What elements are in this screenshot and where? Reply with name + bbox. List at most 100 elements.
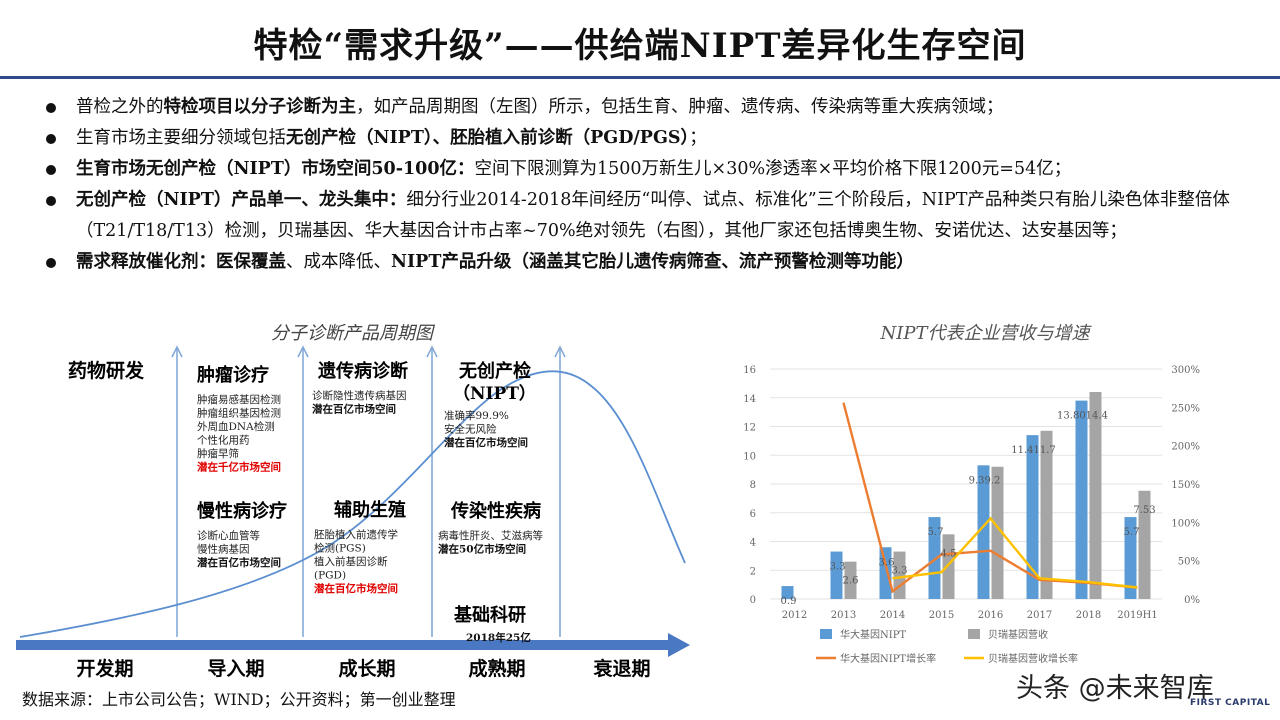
cycle-box-line: 肿瘤易感基因检测 xyxy=(197,393,281,406)
cycle-box: 肿瘤诊疗肿瘤易感基因检测肿瘤组织基因检测外周血DNA检测个性化用药肿瘤早筛潜在千… xyxy=(197,364,281,474)
data-label: 2.6 xyxy=(843,576,859,587)
bullet-item: 生育市场主要细分领域包括无创产检（NIPT）、胚胎植入前诊断（PGD/PGS）； xyxy=(40,123,1240,154)
bar xyxy=(1075,400,1088,599)
bullet-item: 无创产检（NIPT）产品单一、龙头集中：细分行业2014-2018年间经历“叫停… xyxy=(40,185,1240,247)
bullet-text: ，如产品周期图（左图）所示，包括生育、肿瘤、遗传病、传染病等重大疾病领域； xyxy=(356,97,1004,117)
cycle-box-line: 慢性病基因 xyxy=(197,543,250,556)
bar xyxy=(781,586,794,599)
x-tick-label: 2012 xyxy=(782,610,807,621)
cycle-box-heading: 慢性病诊疗 xyxy=(197,500,287,522)
cycle-box-line: 肿瘤组织基因检测 xyxy=(197,407,281,420)
stage-label: 成熟期 xyxy=(468,657,525,680)
y-tick-label: 16 xyxy=(743,365,756,376)
bullet-text: 、成本降低、 xyxy=(286,252,391,272)
bullet-emphasis: 特检项目以分子诊断为主 xyxy=(163,97,357,117)
x-tick-label: 2018 xyxy=(1076,610,1101,621)
cycle-box-line: 胚胎植入前遗传学 xyxy=(314,528,398,541)
bar xyxy=(977,465,990,599)
data-label: 3.3 xyxy=(830,562,846,573)
legend-label: 华大基因NIPT增长率 xyxy=(840,652,936,665)
cycle-box-line: 检测(PGS) xyxy=(314,542,366,555)
data-label: 9.39.2 xyxy=(969,475,1001,486)
cycle-box-highlight: 潜在百亿市场空间 xyxy=(314,582,398,595)
bar xyxy=(830,551,843,599)
cycle-curve xyxy=(19,370,686,638)
left-chart-title: 分子诊断产品周期图 xyxy=(271,323,436,344)
stage-label: 开发期 xyxy=(76,657,133,680)
y2-tick-label: 300% xyxy=(1171,365,1200,376)
legend-item: 华大基因NIPT xyxy=(820,628,906,641)
bullet-emphasis: 需求释放催化剂：医保覆盖 xyxy=(76,252,286,272)
y-tick-label: 0 xyxy=(750,595,756,606)
cycle-box-line: 安全无风险 xyxy=(444,423,497,436)
y2-tick-label: 150% xyxy=(1171,480,1200,491)
nipt-revenue-chart: NIPT代表企业营收与增速 0 2 4 6 8 10 12 14 16 0% 50% 100% 150%… xyxy=(743,323,1200,665)
timeline-arrow xyxy=(16,633,690,657)
cycle-box-heading: （NIPT） xyxy=(453,383,536,404)
y2-tick-label: 250% xyxy=(1171,403,1200,414)
cycle-box: 基础科研 2018年25亿 xyxy=(453,604,531,644)
bar xyxy=(844,561,857,599)
cycle-box-heading: 肿瘤诊疗 xyxy=(197,364,269,386)
cycle-box-line: (PGD) xyxy=(314,570,346,582)
x-tick-label: 2016 xyxy=(978,610,1003,621)
y-tick-label: 10 xyxy=(743,451,756,462)
y-tick-label: 2 xyxy=(750,566,756,577)
x-tick-label: 2013 xyxy=(831,610,856,621)
right-chart-title: NIPT代表企业营收与增速 xyxy=(880,323,1093,344)
y-tick-label: 14 xyxy=(743,394,756,405)
y-tick-label: 12 xyxy=(743,423,756,434)
legend-swatch xyxy=(820,629,832,639)
y-tick-label: 4 xyxy=(750,538,756,549)
y2-tick-label: 200% xyxy=(1171,442,1200,453)
data-label: 5.7 xyxy=(928,527,944,538)
bullet-dot xyxy=(46,165,56,175)
bullet-item: 普检之外的特检项目以分子诊断为主，如产品周期图（左图）所示，包括生育、肿瘤、遗传… xyxy=(40,92,1240,123)
cycle-box-heading: 辅助生殖 xyxy=(334,499,406,521)
x-tick-label: 2017 xyxy=(1027,610,1052,621)
bullet-item: 需求释放催化剂：医保覆盖、成本降低、NIPT产品升级（涵盖其它胎儿遗传病筛查、流… xyxy=(40,247,1240,278)
product-cycle-diagram: 分子诊断产品周期图 药物研发 肿瘤诊疗肿瘤易感基因检测肿瘤组织基因检测外周血DNA… xyxy=(16,323,690,680)
y2-tick-label: 100% xyxy=(1171,518,1200,529)
bar xyxy=(1040,430,1053,599)
bullet-dot xyxy=(46,134,56,144)
cycle-box-highlight: 2018年25亿 xyxy=(466,631,531,644)
stage-label: 衰退期 xyxy=(592,657,650,680)
x-tick-label: 2015 xyxy=(929,610,954,621)
y-tick-label: 6 xyxy=(750,509,756,520)
legend-swatch xyxy=(968,629,980,639)
bullet-text: 普检之外的 xyxy=(76,97,164,117)
series-line xyxy=(892,516,1138,589)
data-label: 3.6 xyxy=(879,557,895,568)
cycle-box-line: 个性化用药 xyxy=(197,434,250,447)
bar xyxy=(879,547,892,599)
cycle-box-highlight: 潜在百亿市场空间 xyxy=(197,556,281,569)
cycle-box-highlight: 潜在百亿市场空间 xyxy=(444,436,528,449)
cycle-box-highlight: 潜在百亿市场空间 xyxy=(312,403,396,416)
cycle-box-highlight: 潜在千亿市场空间 xyxy=(197,461,281,474)
cycle-box-heading: 传染性疾病 xyxy=(450,500,541,522)
cycle-box-heading: 基础科研 xyxy=(453,604,526,626)
bullet-text: 空间下限测算为1500万新生儿×30%渗透率×平均价格下限1200元=54亿； xyxy=(474,159,1072,179)
legend-label: 贝瑞基因营收增长率 xyxy=(988,652,1078,665)
bullet-dot xyxy=(46,258,56,268)
cycle-box-heading: 遗传病诊断 xyxy=(317,360,408,382)
cycle-box-heading: 药物研发 xyxy=(68,359,145,382)
bullet-emphasis: 无创产检（NIPT）、胚胎植入前诊断（PGD/PGS） xyxy=(286,128,690,148)
y2-tick-label: 50% xyxy=(1178,557,1200,568)
legend-item: 华大基因NIPT增长率 xyxy=(816,652,936,665)
x-tick-label: 2019H1 xyxy=(1117,610,1158,621)
cycle-box: 药物研发 xyxy=(68,359,145,382)
bullet-text: ； xyxy=(689,128,707,148)
bar xyxy=(1089,392,1102,599)
bar xyxy=(928,517,941,599)
stage-label: 成长期 xyxy=(338,657,395,680)
bullet-emphasis: 生育市场无创产检（NIPT）市场空间50-100亿： xyxy=(76,159,475,179)
stage-label: 导入期 xyxy=(207,658,264,680)
cycle-box-line: 诊断心血管等 xyxy=(197,529,260,542)
cycle-box-line: 植入前基因诊断 xyxy=(314,555,388,568)
